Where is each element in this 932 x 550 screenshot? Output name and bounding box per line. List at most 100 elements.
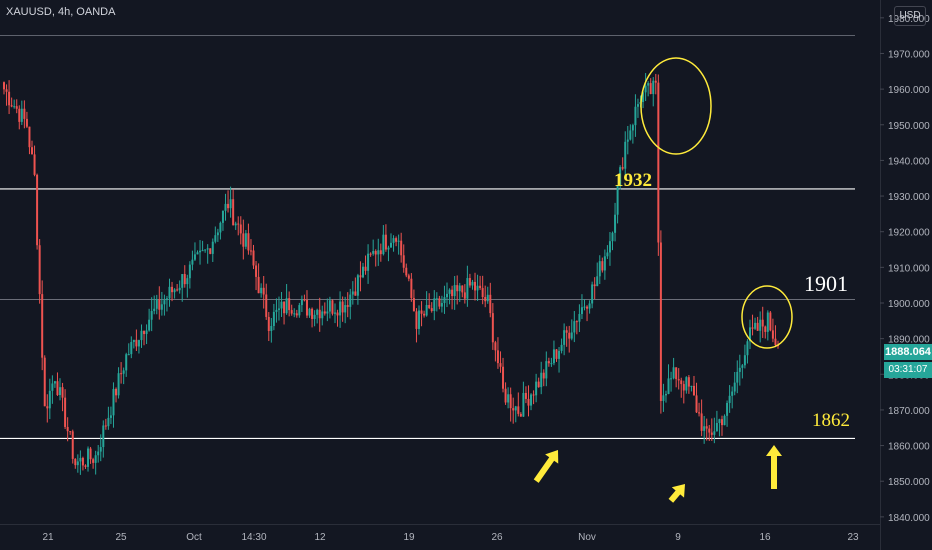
y-tick-label-13: 1970.000 [888, 49, 930, 60]
candle-body-152 [390, 242, 392, 248]
candle-body-191 [489, 294, 492, 314]
candle-body-59 [153, 308, 156, 312]
candle-body-21 [56, 381, 59, 396]
candle-body-200 [512, 408, 515, 411]
candle-body-224 [573, 321, 576, 333]
candle-body-97 [249, 250, 252, 252]
candle-body-186 [476, 285, 479, 291]
candle-body-12 [33, 154, 36, 175]
candle-body-273 [698, 412, 701, 414]
x-tick-label-0: 21 [42, 532, 54, 543]
annotation-1901: 1901 [804, 271, 848, 296]
candle-body-40 [104, 425, 107, 427]
candle-body-226 [578, 314, 581, 322]
candle-body-249 [636, 104, 639, 107]
x-tick-label-9: 16 [759, 532, 771, 543]
candle-body-188 [481, 288, 484, 298]
candle-body-287 [733, 382, 736, 392]
candle-body-102 [262, 287, 265, 295]
candle-body-222 [568, 332, 571, 339]
candle-body-18 [48, 390, 51, 409]
candle-body-106 [272, 311, 275, 326]
candle-body-83 [214, 235, 217, 242]
candle-body-37 [97, 451, 100, 456]
candle-body-107 [275, 309, 278, 312]
candle-body-86 [221, 210, 224, 223]
y-tick-label-5: 1890.000 [888, 335, 930, 346]
candle-body-269 [687, 377, 690, 387]
candle-body-164 [420, 310, 423, 314]
candle-body-283 [723, 415, 726, 426]
candles [3, 73, 779, 475]
highlight-circle-recent [741, 285, 793, 349]
candle-body-113 [290, 310, 293, 314]
candle-body-105 [270, 325, 273, 331]
candle-body-51 [132, 339, 135, 343]
candle-body-202 [517, 406, 520, 414]
candle-body-143 [367, 253, 370, 271]
candle-body-265 [677, 379, 680, 381]
candle-body-235 [601, 261, 604, 271]
candle-body-115 [295, 313, 298, 316]
arrow-up-icon-2 [668, 484, 685, 503]
candle-body-234 [598, 261, 601, 277]
candle-body-266 [680, 380, 683, 385]
time-axis[interactable]: 21 25 Oct 14:30 12 19 26 Nov 9 16 23 [0, 524, 880, 544]
candle-body-251 [642, 92, 645, 103]
candle-body-141 [361, 266, 364, 278]
candle-body-185 [474, 281, 477, 291]
candle-body-99 [255, 265, 258, 277]
candle-body-238 [608, 241, 611, 253]
candle-body-63 [163, 300, 166, 305]
candle-body-67 [173, 289, 176, 293]
candle-body-247 [631, 125, 634, 131]
candle-body-75 [193, 254, 196, 260]
candle-body-246 [629, 130, 632, 140]
candle-body-123 [316, 309, 319, 315]
y-tick-label-3: 1870.000 [888, 406, 930, 417]
candle-body-270 [690, 385, 693, 387]
candle-body-154 [395, 238, 398, 242]
candle-body-89 [229, 199, 232, 209]
candle-body-146 [374, 251, 377, 255]
candle-body-300 [766, 312, 769, 332]
x-tick-label-10: 23 [847, 532, 859, 543]
y-tick-label-6: 1900.000 [888, 299, 930, 310]
candle-body-33 [87, 448, 90, 467]
last-price-tag: 1888.064 [884, 344, 932, 360]
candle-body-121 [311, 308, 314, 319]
candle-body-19 [51, 383, 54, 391]
candle-body-153 [392, 238, 395, 243]
candle-body-142 [364, 266, 367, 271]
candle-body-197 [504, 388, 507, 403]
currency-button[interactable]: USD [894, 6, 926, 26]
candle-body-91 [234, 223, 237, 226]
candle-body-213 [545, 361, 548, 379]
candle-body-209 [535, 381, 538, 396]
candle-body-155 [397, 240, 400, 242]
candle-body-27 [71, 431, 74, 459]
candle-body-84 [216, 232, 219, 236]
candle-body-95 [244, 233, 247, 247]
candle-body-192 [491, 313, 494, 343]
x-tick-label-5: 19 [403, 532, 415, 543]
candle-body-65 [168, 286, 171, 299]
candle-body-57 [148, 319, 151, 331]
candle-body-253 [647, 83, 650, 86]
y-tick-label-0: 1840.000 [888, 513, 930, 524]
candle-body-26 [69, 431, 72, 433]
candle-body-134 [344, 305, 347, 313]
candle-body-20 [53, 381, 56, 384]
candle-body-162 [415, 311, 418, 329]
candle-body-98 [252, 250, 255, 266]
candle-body-137 [351, 291, 354, 295]
candle-body-232 [593, 284, 596, 287]
candle-body-138 [354, 291, 357, 296]
candle-body-25 [66, 426, 69, 432]
candle-body-94 [242, 233, 245, 247]
price-axis[interactable]: 1840.0001850.0001860.0001870.0001880.000… [880, 0, 932, 550]
candle-body-10 [28, 126, 31, 148]
candle-body-261 [667, 378, 670, 394]
candle-body-237 [606, 252, 609, 257]
